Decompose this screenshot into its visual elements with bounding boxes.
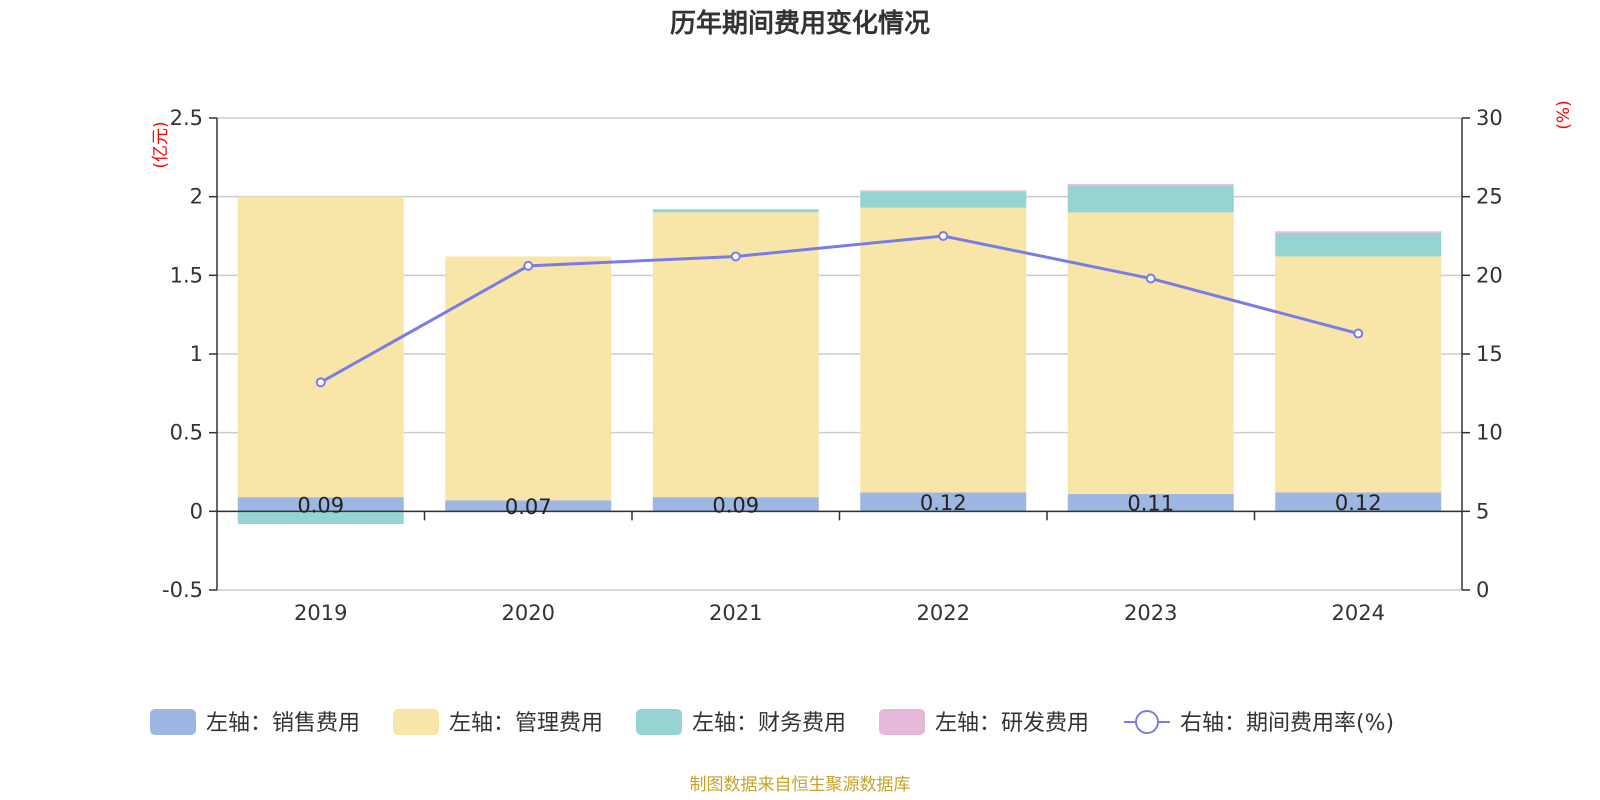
left-axis-unit: (亿元)	[151, 121, 171, 168]
legend-swatch	[150, 709, 196, 735]
bar-segment	[860, 191, 1027, 208]
bar-segment	[237, 497, 404, 512]
right-tick-label: 30	[1476, 106, 1503, 130]
bar-segment	[1067, 212, 1234, 495]
left-tick-label: -0.5	[162, 578, 203, 602]
bar-segment	[445, 256, 612, 501]
bar-data-label: 0.09	[712, 493, 759, 517]
legend-label: 左轴：财务费用	[692, 711, 846, 736]
bar-segment	[1067, 494, 1234, 512]
legend-swatch	[636, 709, 682, 735]
legend: 左轴：销售费用 左轴：管理费用 左轴：财务费用 左轴：研发费用 右轴：期间费用率(%)	[150, 709, 1394, 736]
chart-title: 历年期间费用变化情况	[670, 8, 930, 39]
left-tick-label: 2	[190, 185, 203, 209]
bar-segment	[237, 511, 404, 524]
right-tick-label: 20	[1476, 263, 1503, 287]
legend-swatch	[393, 709, 439, 735]
x-tick-label: 2023	[1124, 601, 1177, 625]
left-tick-label: 0	[190, 499, 203, 523]
legend-swatch	[879, 709, 925, 735]
rate-point	[730, 251, 741, 262]
rate-point	[938, 231, 949, 241]
legend-label: 左轴：销售费用	[206, 711, 360, 736]
right-tick-label: 25	[1476, 185, 1503, 209]
legend-label: 左轴：管理费用	[449, 711, 603, 736]
right-tick-label: 5	[1476, 499, 1489, 523]
axes: -0.5 0 0.5 1 1.5 2 2.5 0 5 10 15 20 25 30 2019 2020 2021…	[162, 106, 1503, 625]
x-tick-label: 2022	[917, 601, 970, 625]
left-tick-label: 1	[190, 342, 203, 366]
right-axis-unit: (%)	[1554, 100, 1574, 129]
legend-line-marker	[1135, 710, 1159, 734]
rate-point	[1353, 328, 1364, 339]
bar-segment	[1275, 231, 1442, 233]
bar-segment	[1067, 184, 1234, 186]
rate-line	[315, 231, 1364, 388]
legend-label: 左轴：研发费用	[935, 711, 1089, 736]
rate-point	[1145, 273, 1156, 284]
bar-data-label: 0.07	[505, 495, 552, 519]
rate-point	[523, 260, 534, 271]
left-tick-label: 0.5	[170, 421, 203, 445]
rate-series-line	[320, 234, 1359, 384]
bar-segment	[1275, 256, 1442, 493]
right-tick-label: 0	[1476, 578, 1489, 602]
rate-point	[315, 377, 326, 388]
x-tick-label: 2020	[502, 601, 555, 625]
x-tick-label: 2021	[709, 601, 762, 625]
source-note: 制图数据来自恒生聚源数据库	[690, 775, 911, 795]
bar-data-label: 0.12	[920, 491, 967, 515]
bar-segment	[860, 492, 1027, 512]
legend-label: 右轴：期间费用率(%)	[1180, 711, 1394, 736]
bar-segment	[1275, 232, 1442, 257]
bar-data-label: 0.09	[297, 493, 344, 517]
left-tick-label: 1.5	[170, 263, 203, 287]
bar-segment	[860, 190, 1027, 192]
bar-segment	[860, 207, 1027, 493]
bar-segment	[237, 196, 404, 498]
left-tick-label: 2.5	[170, 106, 203, 130]
bar-segment	[1275, 492, 1442, 512]
bar-data-label: 0.11	[1127, 492, 1174, 516]
bar-segment	[652, 497, 819, 512]
bar-segment	[652, 209, 819, 213]
x-tick-label: 2024	[1332, 601, 1385, 625]
bar-data-label: 0.12	[1335, 491, 1382, 515]
x-tick-label: 2019	[294, 601, 347, 625]
bar-labels: 0.09 0.07 0.09 0.12 0.11 0.12	[297, 491, 1381, 519]
bar-segment	[1067, 185, 1234, 213]
right-tick-label: 10	[1476, 421, 1503, 445]
bar-segment	[445, 500, 612, 512]
right-tick-label: 15	[1476, 342, 1503, 366]
